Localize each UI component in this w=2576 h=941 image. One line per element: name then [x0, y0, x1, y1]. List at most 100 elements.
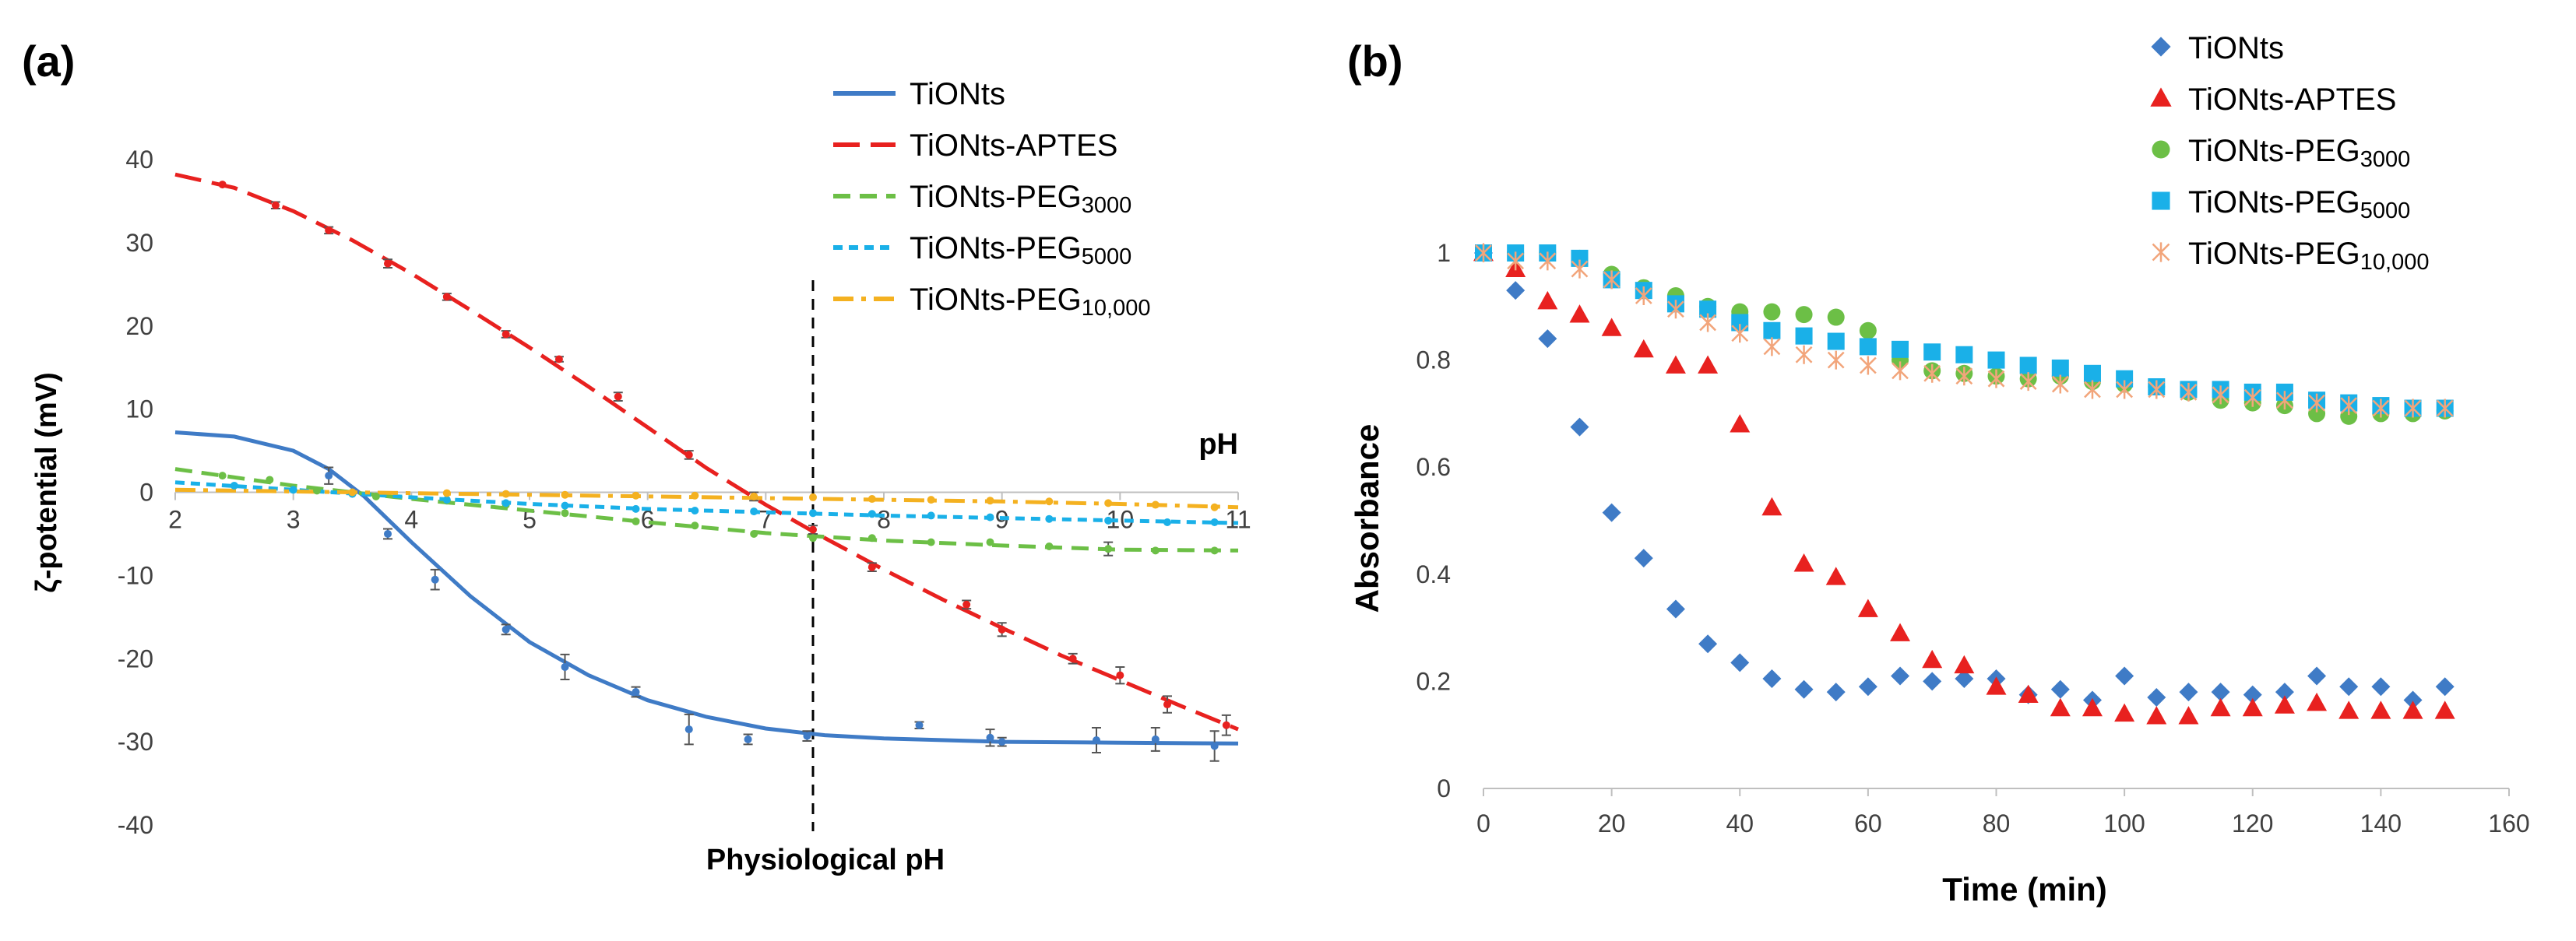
y-tick-label-a: -30: [118, 728, 153, 756]
data-point-TiONts-PEG10,000: [1827, 350, 1845, 370]
data-point-TiONts: [1923, 672, 1942, 691]
data-point-TiONts-PEG5000: [809, 509, 817, 518]
data-point-TiONts-APTES: [2018, 684, 2039, 703]
data-point-TiONts-PEG10,000: [2340, 396, 2358, 416]
data-point-TiONts: [1858, 677, 1877, 697]
data-point-TiONts-PEG5000: [1892, 340, 1909, 358]
data-point-TiONts-PEG3000: [2308, 405, 2326, 423]
data-point-TiONts-APTES: [2210, 697, 2231, 717]
y-tick-label-a: 0: [139, 479, 153, 507]
data-point-TiONts: [1634, 549, 1653, 568]
y-tick-label-a: 10: [125, 395, 153, 423]
data-point-TiONts-PEG10,000: [1667, 300, 1684, 319]
data-point-TiONts: [744, 735, 752, 743]
data-point-TiONts-PEG10,000: [2404, 399, 2422, 418]
data-point-TiONts: [1794, 679, 1814, 699]
legend-label-a: TiONts: [910, 77, 1005, 111]
data-point-TiONts-PEG5000: [1045, 514, 1054, 523]
data-point-TiONts-PEG10,000: [1475, 244, 1492, 262]
data-point-TiONts-PEG3000: [1763, 303, 1781, 321]
data-point-TiONts-APTES: [1793, 553, 1814, 572]
data-point-TiONts-PEG3000: [927, 538, 935, 546]
data-point-TiONts: [632, 688, 640, 696]
data-point-TiONts: [431, 575, 439, 584]
data-point-TiONts-PEG5000: [1827, 332, 1845, 350]
legend-label-b: TiONts-PEG10,000: [2188, 237, 2429, 275]
data-point-TiONts-PEG3000: [986, 538, 994, 546]
data-point-TiONts-PEG10,000: [1603, 270, 1621, 290]
data-point-TiONts: [2403, 690, 2423, 710]
data-point-TiONts-PEG10,000: [2243, 388, 2261, 407]
y-tick-label-a: 20: [125, 312, 153, 340]
x-tick-label-a: 4: [404, 506, 418, 534]
data-point-TiONts-PEG5000: [442, 496, 451, 504]
data-point-TiONts-PEG10,000: [501, 490, 510, 498]
data-point-TiONts-PEG10,000: [750, 492, 758, 500]
data-point-TiONts-PEG10,000: [2116, 380, 2134, 399]
y-tick-label-b: 0: [1437, 774, 1451, 802]
y-tick-label-a: -10: [118, 561, 153, 589]
data-point-TiONts-PEG10,000: [1892, 361, 1909, 381]
legend-label-a: TiONts-PEG10,000: [910, 283, 1150, 321]
data-point-TiONts-PEG10,000: [2019, 372, 2037, 391]
data-point-TiONts-APTES: [1922, 649, 1943, 669]
data-point-TiONts: [2339, 677, 2359, 697]
chart-a-xlabel: pH: [1198, 428, 1238, 461]
data-point-TiONts-PEG5000: [2083, 364, 2101, 382]
data-point-TiONts-APTES: [684, 451, 693, 459]
data-point-TiONts-APTES: [1986, 676, 2007, 695]
fit-line-TiONts-PEG3000: [174, 467, 1239, 553]
y-tick-label-b: 0.6: [1416, 453, 1451, 481]
data-point-TiONts: [1698, 634, 1718, 654]
data-point-TiONts-PEG5000: [1571, 249, 1589, 267]
data-point-TiONts-PEG10,000: [927, 496, 935, 504]
fit-line-TiONts-APTES: [174, 172, 1239, 732]
data-point-TiONts-APTES: [1954, 655, 1975, 674]
data-point-TiONts-PEG5000: [2116, 370, 2134, 388]
data-point-TiONts-PEG3000: [1045, 542, 1054, 550]
data-point-TiONts-PEG5000: [561, 501, 569, 510]
data-point-TiONts-APTES: [2307, 692, 2328, 711]
x-tick-label-a: 8: [877, 506, 891, 534]
y-tick-label-a: 30: [125, 229, 153, 257]
data-point-TiONts-APTES: [2434, 700, 2455, 719]
data-point-TiONts-PEG10,000: [632, 491, 640, 500]
data-point-TiONts-APTES: [218, 181, 227, 189]
x-tick-label-b: 60: [1854, 809, 1882, 837]
data-point-TiONts-PEG3000: [1859, 321, 1877, 339]
data-point-TiONts: [561, 662, 569, 671]
data-point-TiONts: [998, 738, 1006, 746]
data-point-TiONts-PEG5000: [1859, 338, 1877, 356]
panel-a-label: (a): [22, 37, 75, 86]
data-point-TiONts-PEG10,000: [1923, 363, 1941, 383]
data-point-TiONts: [1093, 736, 1100, 744]
data-point-TiONts-PEG10,000: [1731, 324, 1749, 343]
chart-b: 0 20 40 60 80 100 120 140 160 0 0.2 0.4 0.6 0.8 1 TiONt…: [1416, 31, 2530, 837]
data-point-TiONts-APTES: [809, 525, 817, 534]
data-point-TiONts-PEG5000: [1210, 518, 1219, 526]
x-tick-label-a: 3: [287, 506, 301, 534]
data-point-TiONts-PEG10,000: [2308, 393, 2325, 413]
data-point-TiONts: [2179, 683, 2198, 702]
y-tick-label-b: 1: [1437, 239, 1451, 267]
y-tick-label-b: 0.4: [1416, 560, 1451, 588]
data-point-TiONts: [384, 529, 392, 538]
x-tick-label-b: 40: [1726, 809, 1754, 837]
data-point-TiONts-PEG5000: [1763, 321, 1781, 339]
data-point-TiONts-PEG5000: [1104, 516, 1113, 525]
data-point-TiONts-PEG3000: [1104, 545, 1113, 553]
data-point-TiONts: [1762, 669, 1782, 688]
data-point-TiONts-PEG3000: [1151, 546, 1160, 555]
x-tick-label-b: 100: [2103, 809, 2145, 837]
y-tick-label-b: 0.8: [1416, 346, 1451, 374]
data-point-TiONts-PEG3000: [691, 521, 699, 530]
data-point-TiONts-APTES: [325, 226, 333, 234]
data-point-TiONts-PEG5000: [1795, 327, 1813, 345]
data-point-TiONts-PEG3000: [1210, 546, 1219, 555]
x-tick-label-b: 80: [1983, 809, 2011, 837]
data-point-TiONts: [1602, 503, 1621, 522]
data-point-TiONts: [803, 732, 811, 740]
data-point-TiONts: [501, 625, 510, 634]
data-point-TiONts-PEG5000: [927, 511, 935, 520]
